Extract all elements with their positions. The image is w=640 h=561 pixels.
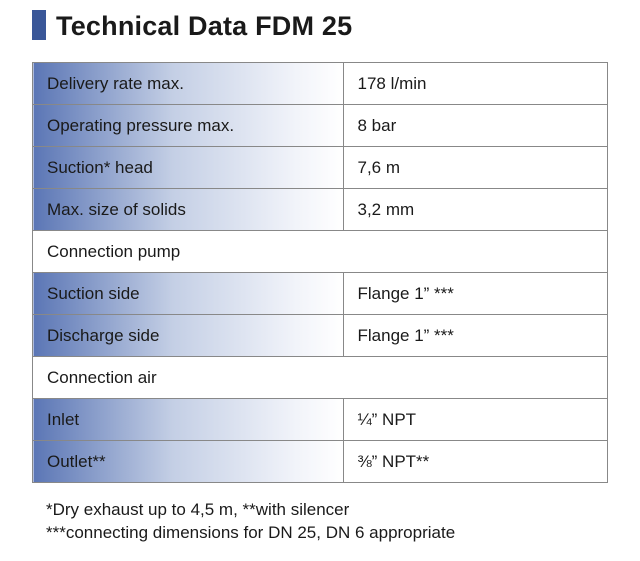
row-label: Discharge side [33, 315, 344, 357]
footnotes: *Dry exhaust up to 4,5 m, **with silence… [32, 499, 608, 545]
title-row: Technical Data FDM 25 [32, 10, 608, 40]
accent-bar-icon [32, 10, 46, 40]
row-label: Delivery rate max. [33, 63, 344, 105]
row-label: Operating pressure max. [33, 105, 344, 147]
table-row: Max. size of solids 3,2 mm [33, 189, 608, 231]
row-value: 3,2 mm [343, 189, 608, 231]
row-value: ¼” NPT [343, 399, 608, 441]
row-value: 7,6 m [343, 147, 608, 189]
table-row: Delivery rate max. 178 l/min [33, 63, 608, 105]
row-value: Flange 1” *** [343, 273, 608, 315]
table-row: Outlet** ⅜” NPT** [33, 441, 608, 483]
section-row: Connection air [33, 357, 608, 399]
section-label: Connection pump [33, 231, 608, 273]
row-label: Outlet** [33, 441, 344, 483]
technical-data-table: Delivery rate max. 178 l/min Operating p… [32, 62, 608, 483]
page-container: Technical Data FDM 25 Delivery rate max.… [0, 0, 640, 555]
footnote-line: *Dry exhaust up to 4,5 m, **with silence… [46, 499, 608, 522]
section-row: Connection pump [33, 231, 608, 273]
row-label: Suction* head [33, 147, 344, 189]
table-row: Discharge side Flange 1” *** [33, 315, 608, 357]
table-row: Suction* head 7,6 m [33, 147, 608, 189]
table-row: Inlet ¼” NPT [33, 399, 608, 441]
page-title: Technical Data FDM 25 [56, 13, 352, 40]
row-label: Max. size of solids [33, 189, 344, 231]
section-label: Connection air [33, 357, 608, 399]
table-row: Suction side Flange 1” *** [33, 273, 608, 315]
table-row: Operating pressure max. 8 bar [33, 105, 608, 147]
row-label: Suction side [33, 273, 344, 315]
row-label: Inlet [33, 399, 344, 441]
row-value: ⅜” NPT** [343, 441, 608, 483]
row-value: Flange 1” *** [343, 315, 608, 357]
row-value: 178 l/min [343, 63, 608, 105]
footnote-line: ***connecting dimensions for DN 25, DN 6… [46, 522, 608, 545]
row-value: 8 bar [343, 105, 608, 147]
